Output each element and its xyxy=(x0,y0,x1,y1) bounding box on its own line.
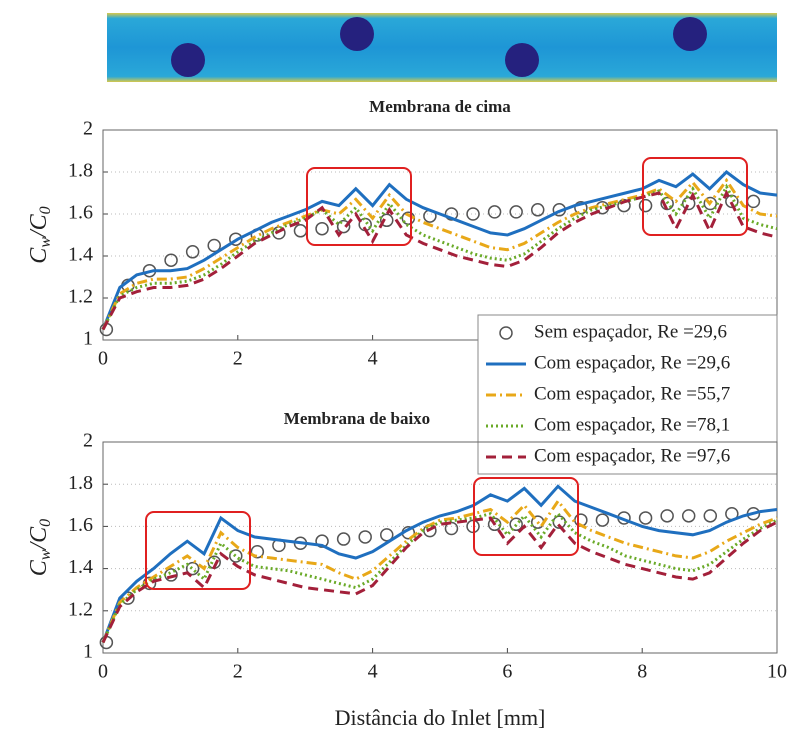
legend-box xyxy=(477,314,778,475)
plot-frame xyxy=(102,129,778,341)
data-line xyxy=(101,177,778,331)
data-point xyxy=(638,511,653,525)
highlight-box xyxy=(473,477,579,556)
data-point xyxy=(444,521,459,536)
data-point xyxy=(358,530,372,544)
data-point xyxy=(336,532,351,546)
data-point xyxy=(746,194,761,209)
data-point xyxy=(681,196,696,211)
data-point xyxy=(293,224,308,238)
data-line xyxy=(101,484,778,644)
data-point xyxy=(487,205,502,219)
data-point xyxy=(121,591,135,605)
legend-label: Com espaçador, Re =78,1 xyxy=(534,414,730,435)
data-line xyxy=(101,183,778,331)
y-tick-label: 1.4 xyxy=(68,556,93,578)
y-tick-label: 1.6 xyxy=(68,202,93,224)
data-point xyxy=(703,509,718,523)
x-tick-label: 2 xyxy=(233,661,243,683)
data-point xyxy=(444,207,459,221)
data-point xyxy=(229,232,243,246)
data-point xyxy=(142,576,157,591)
y-axis-label-part: w xyxy=(37,237,54,248)
x-tick-label: 2 xyxy=(233,348,243,370)
data-point xyxy=(185,561,200,576)
data-line xyxy=(101,511,778,644)
data-point xyxy=(530,203,545,217)
highlight-box xyxy=(306,167,412,246)
data-point xyxy=(380,528,394,542)
x-tick-label: 6 xyxy=(502,661,512,683)
x-tick-label: 0 xyxy=(98,661,108,683)
data-point xyxy=(229,549,243,563)
y-tick-label: 1.4 xyxy=(68,244,93,266)
data-point xyxy=(617,198,631,213)
y-tick-label: 1.6 xyxy=(68,514,93,536)
chart-title: Membrana de baixo xyxy=(284,409,430,428)
data-point xyxy=(315,221,329,236)
legend-label: Com espaçador, Re =29,6 xyxy=(534,352,730,373)
data-point xyxy=(250,544,265,559)
legend-label: Com espaçador, Re =97,6 xyxy=(534,445,730,466)
x-tick-label: 10 xyxy=(767,661,787,683)
y-tick-label: 1.8 xyxy=(68,472,93,494)
data-point xyxy=(164,253,178,267)
y-axis-label-part: w xyxy=(37,549,54,560)
data-point xyxy=(315,534,329,548)
y-axis-label-part: C xyxy=(26,247,52,264)
data-point xyxy=(380,213,394,228)
highlight-box xyxy=(642,157,748,236)
y-axis-label-part: /C xyxy=(26,526,52,552)
x-axis-label: Distância do Inlet [mm] xyxy=(335,705,546,730)
y-axis-label: Cw/C0 xyxy=(26,206,54,263)
x-tick-label: 4 xyxy=(368,348,378,370)
plot-frame xyxy=(102,441,778,654)
data-point xyxy=(466,207,480,221)
data-line xyxy=(101,189,778,331)
highlight-box xyxy=(145,511,251,590)
data-point xyxy=(638,198,653,213)
data-point xyxy=(509,517,523,532)
data-point xyxy=(660,509,674,523)
y-tick-label: 1.2 xyxy=(68,286,93,308)
y-tick-label: 1.2 xyxy=(68,598,93,620)
data-point xyxy=(207,238,221,253)
data-point xyxy=(509,205,523,219)
y-tick-label: 1 xyxy=(83,328,93,350)
data-point xyxy=(595,513,610,527)
data-line xyxy=(101,516,778,644)
y-tick-label: 2 xyxy=(83,118,93,140)
flow-field-image xyxy=(107,13,777,82)
y-tick-label: 2 xyxy=(83,430,93,452)
y-axis-label: Cw/C0 xyxy=(26,519,54,576)
data-point xyxy=(660,196,674,211)
y-tick-label: 1 xyxy=(83,641,93,663)
data-line xyxy=(101,170,778,331)
legend-label: Sem espaçador, Re =29,6 xyxy=(534,321,727,342)
legend-marker xyxy=(499,326,513,340)
data-point xyxy=(185,245,200,259)
data-line xyxy=(101,498,778,644)
data-point xyxy=(336,219,351,234)
x-tick-label: 0 xyxy=(98,348,108,370)
data-point xyxy=(681,509,696,523)
y-axis-label-part: 0 xyxy=(37,519,54,527)
y-axis-label-part: /C xyxy=(26,213,52,239)
x-tick-label: 8 xyxy=(637,661,647,683)
chart-title: Membrana de cima xyxy=(369,97,511,116)
y-axis-label-part: C xyxy=(26,559,52,576)
y-axis-label-part: 0 xyxy=(37,206,54,214)
y-tick-label: 1.8 xyxy=(68,160,93,182)
x-tick-label: 4 xyxy=(368,661,378,683)
legend-label: Com espaçador, Re =55,7 xyxy=(534,383,730,404)
